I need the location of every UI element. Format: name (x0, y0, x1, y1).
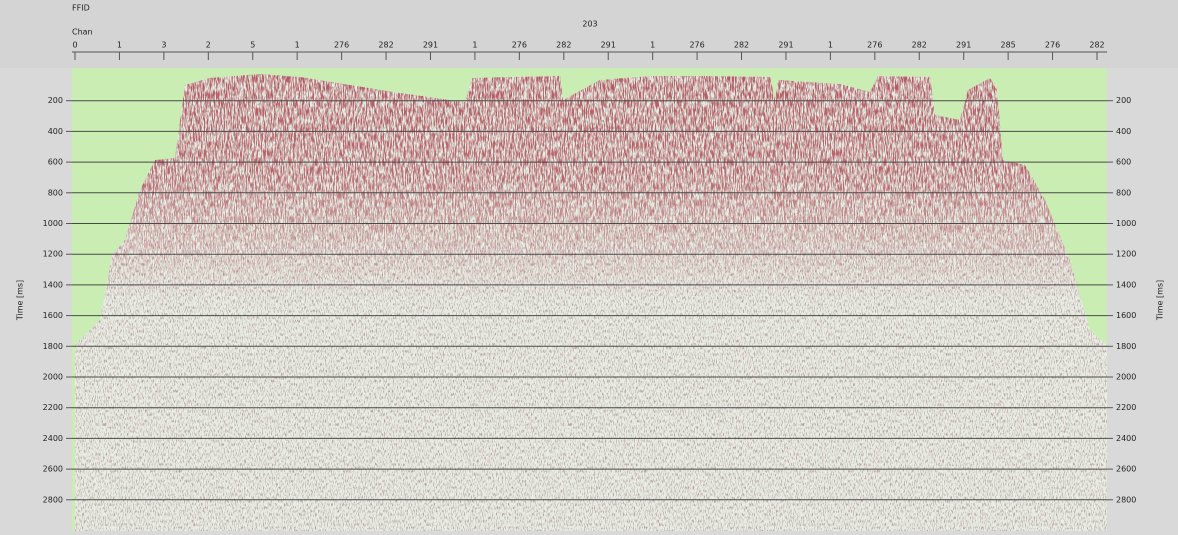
y-tick-label: 800 (1116, 188, 1131, 197)
y-axis-title: Time [ms] (16, 280, 25, 321)
channel-label: 1 (828, 41, 833, 50)
y-tick-label: 200 (48, 96, 63, 105)
seismic-viewer: FFID Chan 203 Time [ms] Time [ms] 200200… (0, 0, 1178, 531)
channel-label: 276 (512, 41, 527, 50)
chan-label: Chan (72, 28, 93, 37)
seismic-data (72, 68, 1107, 531)
y-tick-label: 600 (1116, 158, 1131, 167)
y-tick-label: 200 (1116, 96, 1131, 105)
y-tick-label: 1200 (1116, 250, 1136, 259)
y-tick-label: 2800 (1116, 495, 1136, 504)
y-tick-label: 1400 (43, 280, 63, 289)
y-tick-label: 1400 (1116, 280, 1136, 289)
y-tick-label: 2200 (43, 403, 63, 412)
y-tick-label: 1000 (1116, 219, 1136, 228)
channel-label: 285 (1000, 41, 1015, 50)
channel-label: 282 (556, 41, 571, 50)
channel-label: 276 (867, 41, 882, 50)
y-tick-label: 600 (48, 158, 63, 167)
channel-label: 1 (295, 41, 300, 50)
y-tick-label: 2000 (43, 373, 63, 382)
y-tick-label: 2000 (1116, 373, 1136, 382)
channel-label: 291 (778, 41, 793, 50)
y-tick-label: 800 (48, 188, 63, 197)
y-tick-label: 1600 (43, 311, 63, 320)
channel-label: 276 (334, 41, 349, 50)
channel-label: 3 (161, 41, 166, 50)
header-bar (0, 0, 1178, 68)
channel-label: 282 (378, 41, 393, 50)
channel-label: 282 (912, 41, 927, 50)
y-tick-label: 2400 (43, 434, 63, 443)
y-tick-label: 400 (1116, 127, 1131, 136)
y-tick-label: 2200 (1116, 403, 1136, 412)
channel-label: 5 (250, 41, 255, 50)
y-tick-label: 400 (48, 127, 63, 136)
y-tick-label: 2800 (43, 495, 63, 504)
ffid-value: 203 (582, 20, 597, 29)
channel-label: 1 (472, 41, 477, 50)
channel-label: 282 (734, 41, 749, 50)
y-tick-label: 1800 (43, 342, 63, 351)
channel-label: 276 (1045, 41, 1060, 50)
channel-label: 2 (206, 41, 211, 50)
ffid-label: FFID (72, 4, 90, 13)
y-tick-label: 1000 (43, 219, 63, 228)
channel-label: 291 (956, 41, 971, 50)
y-axis-title: Time [ms] (1156, 280, 1165, 321)
y-tick-label: 2600 (43, 465, 63, 474)
y-tick-label: 1800 (1116, 342, 1136, 351)
channel-label: 0 (72, 41, 77, 50)
y-tick-label: 2600 (1116, 465, 1136, 474)
y-tick-label: 1600 (1116, 311, 1136, 320)
channel-label: 276 (689, 41, 704, 50)
y-tick-label: 2400 (1116, 434, 1136, 443)
y-tick-label: 1200 (43, 250, 63, 259)
channel-label: 282 (1089, 41, 1104, 50)
channel-label: 291 (601, 41, 616, 50)
channel-label: 1 (650, 41, 655, 50)
channel-label: 291 (423, 41, 438, 50)
channel-label: 1 (117, 41, 122, 50)
